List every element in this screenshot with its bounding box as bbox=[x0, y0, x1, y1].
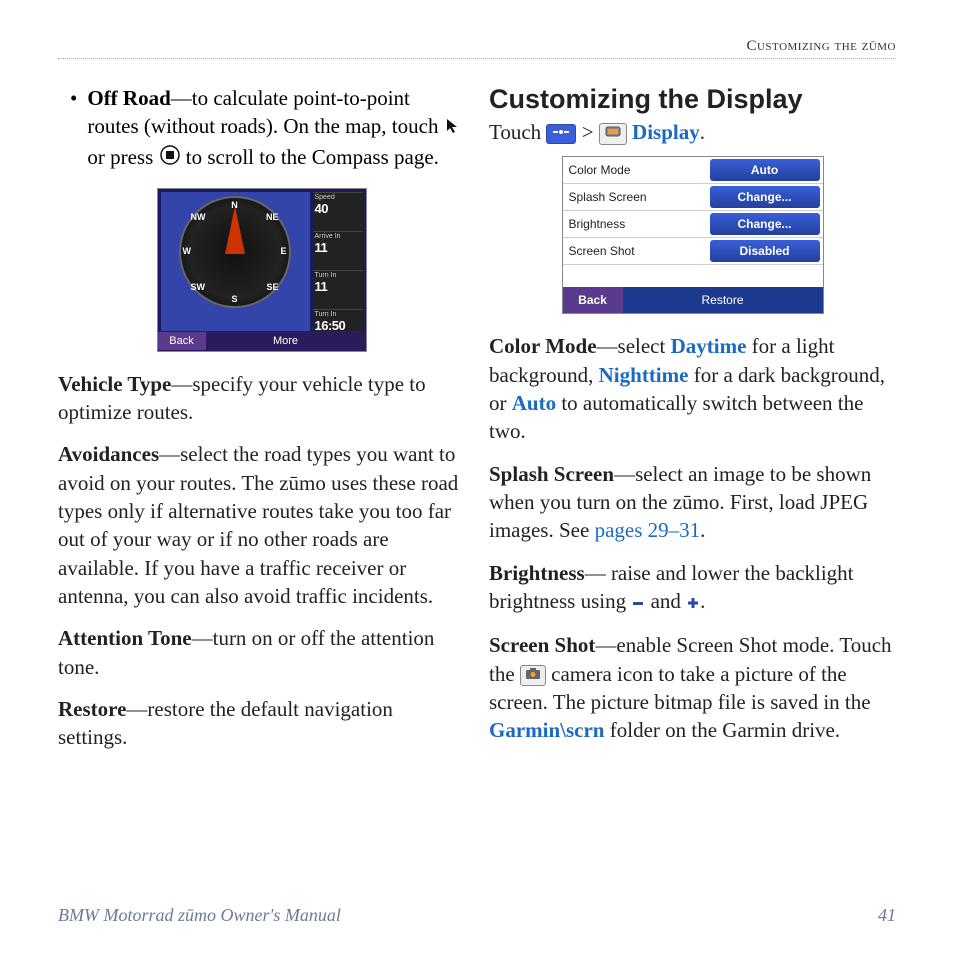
turn-label: Turn In bbox=[315, 272, 361, 279]
dir-sw: SW bbox=[191, 282, 206, 292]
offroad-bullet: • Off Road—to calculate point-to-point r… bbox=[70, 84, 465, 174]
restore-para: Restore—restore the default navigation s… bbox=[58, 695, 465, 752]
display-settings-screenshot: Color Mode Auto Splash Screen Change... … bbox=[562, 156, 824, 314]
ds-row-screenshot: Screen Shot Disabled bbox=[563, 238, 823, 265]
cursor-icon bbox=[444, 114, 462, 142]
offroad-term: Off Road bbox=[87, 86, 170, 110]
ds-brightness-button[interactable]: Change... bbox=[710, 213, 820, 235]
header-divider bbox=[58, 58, 896, 59]
minus-icon bbox=[631, 589, 645, 617]
colormode-para: Color Mode—select Daytime for a light ba… bbox=[489, 332, 896, 445]
ds-row-splash: Splash Screen Change... bbox=[563, 184, 823, 211]
dir-ne: NE bbox=[266, 212, 279, 222]
wrench-icon bbox=[546, 124, 576, 144]
ds-brightness-label: Brightness bbox=[563, 217, 710, 231]
ds-colormode-button[interactable]: Auto bbox=[710, 159, 820, 181]
garmin-folder: Garmin\scrn bbox=[489, 718, 605, 742]
screenshot-mid: camera icon to take a picture of the scr… bbox=[489, 662, 871, 714]
ds-row-brightness: Brightness Change... bbox=[563, 211, 823, 238]
screenshot-term: Screen Shot bbox=[489, 633, 595, 657]
vehicle-para: Vehicle Type—specify your vehicle type t… bbox=[58, 370, 465, 427]
touch-line: Touch > Display. bbox=[489, 118, 896, 146]
compass-footer: Back More bbox=[158, 331, 366, 351]
page-footer: BMW Motorrad zūmo Owner's Manual 41 bbox=[58, 905, 896, 926]
dir-w: W bbox=[183, 246, 192, 256]
ds-colormode-label: Color Mode bbox=[563, 163, 710, 177]
splash-term: Splash Screen bbox=[489, 462, 614, 486]
speed-label: Speed bbox=[315, 194, 361, 201]
dir-e: E bbox=[280, 246, 286, 256]
offroad-desc-after: to scroll to the Compass page. bbox=[181, 145, 439, 169]
compass-back-button[interactable]: Back bbox=[158, 332, 206, 350]
compass-more-button[interactable]: More bbox=[206, 335, 366, 347]
ds-back-button[interactable]: Back bbox=[563, 287, 623, 313]
touch-end: . bbox=[700, 120, 705, 144]
screenshot-post: folder on the Garmin drive. bbox=[605, 718, 841, 742]
turn-cell: Turn In 11 bbox=[313, 270, 363, 309]
ds-splash-label: Splash Screen bbox=[563, 190, 710, 204]
arrive-value: 11 bbox=[315, 240, 361, 255]
restore-term: Restore bbox=[58, 697, 126, 721]
offroad-desc-mid: or press bbox=[87, 145, 158, 169]
manual-title: BMW Motorrad zūmo Owner's Manual bbox=[58, 905, 341, 926]
left-column: • Off Road—to calculate point-to-point r… bbox=[58, 84, 465, 766]
customizing-display-heading: Customizing the Display bbox=[489, 84, 896, 115]
vehicle-term: Vehicle Type bbox=[58, 372, 171, 396]
pages-link[interactable]: pages 29–31 bbox=[595, 518, 701, 542]
right-column: Customizing the Display Touch > Display.… bbox=[489, 84, 896, 766]
avoidances-para: Avoidances—select the road types you wan… bbox=[58, 440, 465, 610]
content-columns: • Off Road—to calculate point-to-point r… bbox=[58, 84, 896, 766]
breadcrumb-sep: > bbox=[576, 120, 598, 144]
compass-area: N NE E SE S SW W NW bbox=[161, 192, 310, 348]
compass-dial: N NE E SE S SW W NW bbox=[179, 196, 291, 308]
colormode-pre: —select bbox=[597, 334, 671, 358]
bullet-dot: • bbox=[70, 84, 77, 174]
dir-s: S bbox=[231, 294, 237, 304]
attention-term: Attention Tone bbox=[58, 626, 192, 650]
daytime-link[interactable]: Daytime bbox=[671, 334, 747, 358]
compass-screenshot: N NE E SE S SW W NW Speed 40 Arrive In 1 bbox=[157, 188, 367, 352]
ds-screenshot-label: Screen Shot bbox=[563, 244, 710, 258]
splash-end: . bbox=[700, 518, 705, 542]
ds-splash-button[interactable]: Change... bbox=[710, 186, 820, 208]
ds-row-colormode: Color Mode Auto bbox=[563, 157, 823, 184]
brightness-para: Brightness— raise and lower the backligh… bbox=[489, 559, 896, 618]
plus-icon bbox=[686, 589, 700, 617]
display-icon bbox=[599, 123, 627, 145]
offroad-text: Off Road—to calculate point-to-point rou… bbox=[87, 84, 465, 174]
auto-link[interactable]: Auto bbox=[512, 391, 556, 415]
camera-icon bbox=[520, 665, 546, 686]
ds-footer: Back Restore bbox=[563, 287, 823, 313]
brightness-and: and bbox=[645, 589, 686, 613]
screenshot-para: Screen Shot—enable Screen Shot mode. Tou… bbox=[489, 631, 896, 744]
ds-screenshot-button[interactable]: Disabled bbox=[710, 240, 820, 262]
avoidances-term: Avoidances bbox=[58, 442, 159, 466]
ds-restore-button[interactable]: Restore bbox=[623, 287, 823, 313]
speed-value: 40 bbox=[315, 201, 361, 216]
turn-value: 11 bbox=[315, 279, 361, 294]
splash-para: Splash Screen—select an image to be show… bbox=[489, 460, 896, 545]
colormode-term: Color Mode bbox=[489, 334, 597, 358]
brightness-term: Brightness bbox=[489, 561, 585, 585]
display-link[interactable]: Display bbox=[632, 120, 700, 144]
time-label: Turn In bbox=[315, 311, 361, 318]
arrive-cell: Arrive In 11 bbox=[313, 231, 363, 270]
dir-se: SE bbox=[266, 282, 278, 292]
section-header: Customizing the zūmo bbox=[746, 38, 896, 55]
compass-side-panel: Speed 40 Arrive In 11 Turn In 11 Turn In… bbox=[313, 192, 363, 348]
stop-button-icon bbox=[159, 144, 181, 173]
speed-cell: Speed 40 bbox=[313, 192, 363, 231]
arrive-label: Arrive In bbox=[315, 233, 361, 240]
touch-text: Touch bbox=[489, 120, 546, 144]
nighttime-link[interactable]: Nighttime bbox=[599, 363, 689, 387]
page-number: 41 bbox=[878, 905, 896, 926]
dir-nw: NW bbox=[191, 212, 206, 222]
avoidances-desc: —select the road types you want to avoid… bbox=[58, 442, 458, 608]
brightness-end: . bbox=[700, 589, 705, 613]
attention-para: Attention Tone—turn on or off the attent… bbox=[58, 624, 465, 681]
dir-n: N bbox=[231, 200, 238, 210]
